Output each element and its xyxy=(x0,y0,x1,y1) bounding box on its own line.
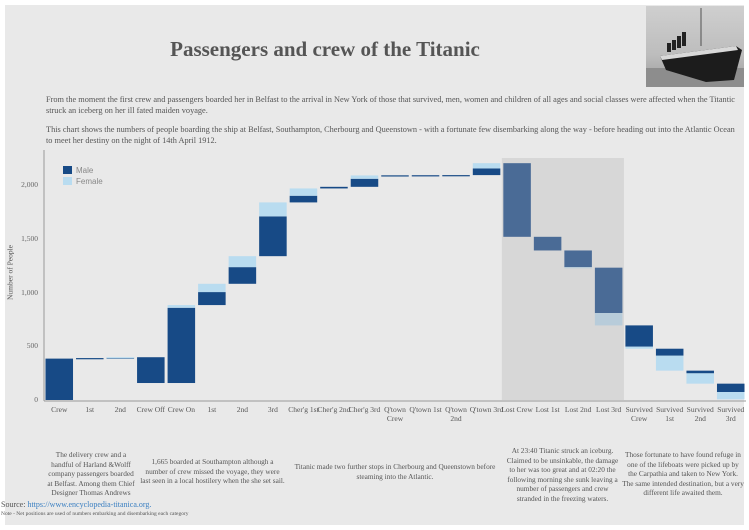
bar-female xyxy=(289,188,318,196)
intro-paragraph-1: From the moment the first crew and passe… xyxy=(46,95,735,115)
x-tick-label: Cher'g 3rd xyxy=(348,405,381,414)
bar-male xyxy=(167,307,196,384)
bar-female xyxy=(655,355,684,371)
y-axis-label: Number of People xyxy=(5,245,15,300)
bar-male xyxy=(320,186,348,189)
note-cherbourg-queenstown: Titanic made two further stops in Cherbo… xyxy=(294,462,496,481)
bar-male xyxy=(228,267,257,284)
bar-male xyxy=(289,195,318,203)
x-tick-label: Q'town 3rd xyxy=(469,405,504,414)
bar-female xyxy=(625,346,653,349)
page-title: Passengers and crew of the Titanic xyxy=(170,37,480,61)
bar-male xyxy=(564,250,592,268)
bar-male xyxy=(625,325,653,347)
bar-male xyxy=(442,175,470,177)
bar-female xyxy=(106,357,135,359)
x-tick-label: Survived Crew xyxy=(625,405,653,423)
x-tick-label: Lost 3rd xyxy=(596,405,622,414)
x-tick-label: Survived 1st xyxy=(656,405,684,423)
y-tick-label: 2,000 xyxy=(21,180,38,189)
legend-swatch-male xyxy=(63,166,72,174)
x-tick-label: Cher'g 1st xyxy=(288,405,319,414)
source-line: Source: https://www.encyclopedia-titanic… xyxy=(1,500,151,509)
bar-male xyxy=(594,267,623,314)
x-tick-label: Lost Crew xyxy=(501,405,533,414)
bar-female xyxy=(259,202,287,217)
bar-male xyxy=(533,236,562,251)
titanic-photo xyxy=(646,6,744,87)
bar-female xyxy=(564,267,592,269)
bar-male xyxy=(472,168,501,176)
x-tick-label: Q'town 1st xyxy=(409,405,442,414)
bar-female xyxy=(228,256,257,268)
y-tick-label: 1,000 xyxy=(21,287,38,297)
bar-female xyxy=(198,283,226,293)
x-tick-label: 2nd xyxy=(114,405,126,414)
legend-label-male: Male xyxy=(76,166,94,175)
bar-male xyxy=(137,357,165,384)
x-tick-label: Q'town 2nd xyxy=(445,405,467,423)
x-tick-label: Q'town Crew xyxy=(384,405,406,423)
x-tick-label: Crew On xyxy=(167,405,195,414)
x-tick-label: Crew Off xyxy=(136,405,166,414)
x-tick-label: Crew xyxy=(51,405,68,414)
bar-male xyxy=(350,178,379,187)
source-label: Source: xyxy=(1,500,26,509)
intro-paragraph-2: This chart shows the numbers of people b… xyxy=(46,125,735,145)
bar-male xyxy=(381,175,409,177)
note-survivors: Those fortunate to have found refuge in … xyxy=(622,450,744,497)
note-belfast: The delivery crew and a handful of Harla… xyxy=(47,450,135,497)
legend-swatch-female xyxy=(63,177,72,185)
bar-male xyxy=(686,370,714,374)
note-southampton: 1,665 boarded at Southampton although a … xyxy=(140,457,285,485)
bar-male xyxy=(45,358,74,400)
bar-male xyxy=(655,348,684,356)
y-tick-label: 0 xyxy=(34,395,38,404)
x-tick-label: Cher'g 2nd xyxy=(317,405,351,414)
bar-female xyxy=(167,305,196,308)
y-tick-label: 1,500 xyxy=(21,233,38,243)
bar-male xyxy=(716,383,745,393)
bar-male xyxy=(503,163,531,237)
bar-female xyxy=(594,313,623,326)
x-tick-label: 1st xyxy=(85,405,95,414)
y-tick-label: 500 xyxy=(26,341,38,351)
bar-male xyxy=(198,292,226,306)
x-tick-label: 2nd xyxy=(236,405,249,414)
x-tick-label: Survived 3rd xyxy=(717,405,745,423)
legend-label-female: Female xyxy=(76,177,103,186)
bar-male xyxy=(76,358,104,360)
x-tick-label: Survived 2nd xyxy=(686,405,714,423)
x-tick-label: Lost 1st xyxy=(535,405,560,414)
bar-female xyxy=(686,373,714,384)
x-tick-label: 3rd xyxy=(267,405,278,414)
bar-female xyxy=(350,175,379,179)
source-link[interactable]: https://www.encyclopedia-titanica.org. xyxy=(27,500,152,509)
x-tick-label: 1st xyxy=(207,405,217,414)
footnote: Note - Net positions are used of numbers… xyxy=(1,511,189,517)
bar-female xyxy=(472,163,501,169)
bar-male xyxy=(259,216,287,257)
note-iceberg: At 23:40 Titanic struck an iceburg. Clai… xyxy=(506,446,619,503)
x-tick-label: Lost 2nd xyxy=(564,405,592,414)
bar-male xyxy=(411,175,440,177)
bar-female xyxy=(716,392,745,400)
